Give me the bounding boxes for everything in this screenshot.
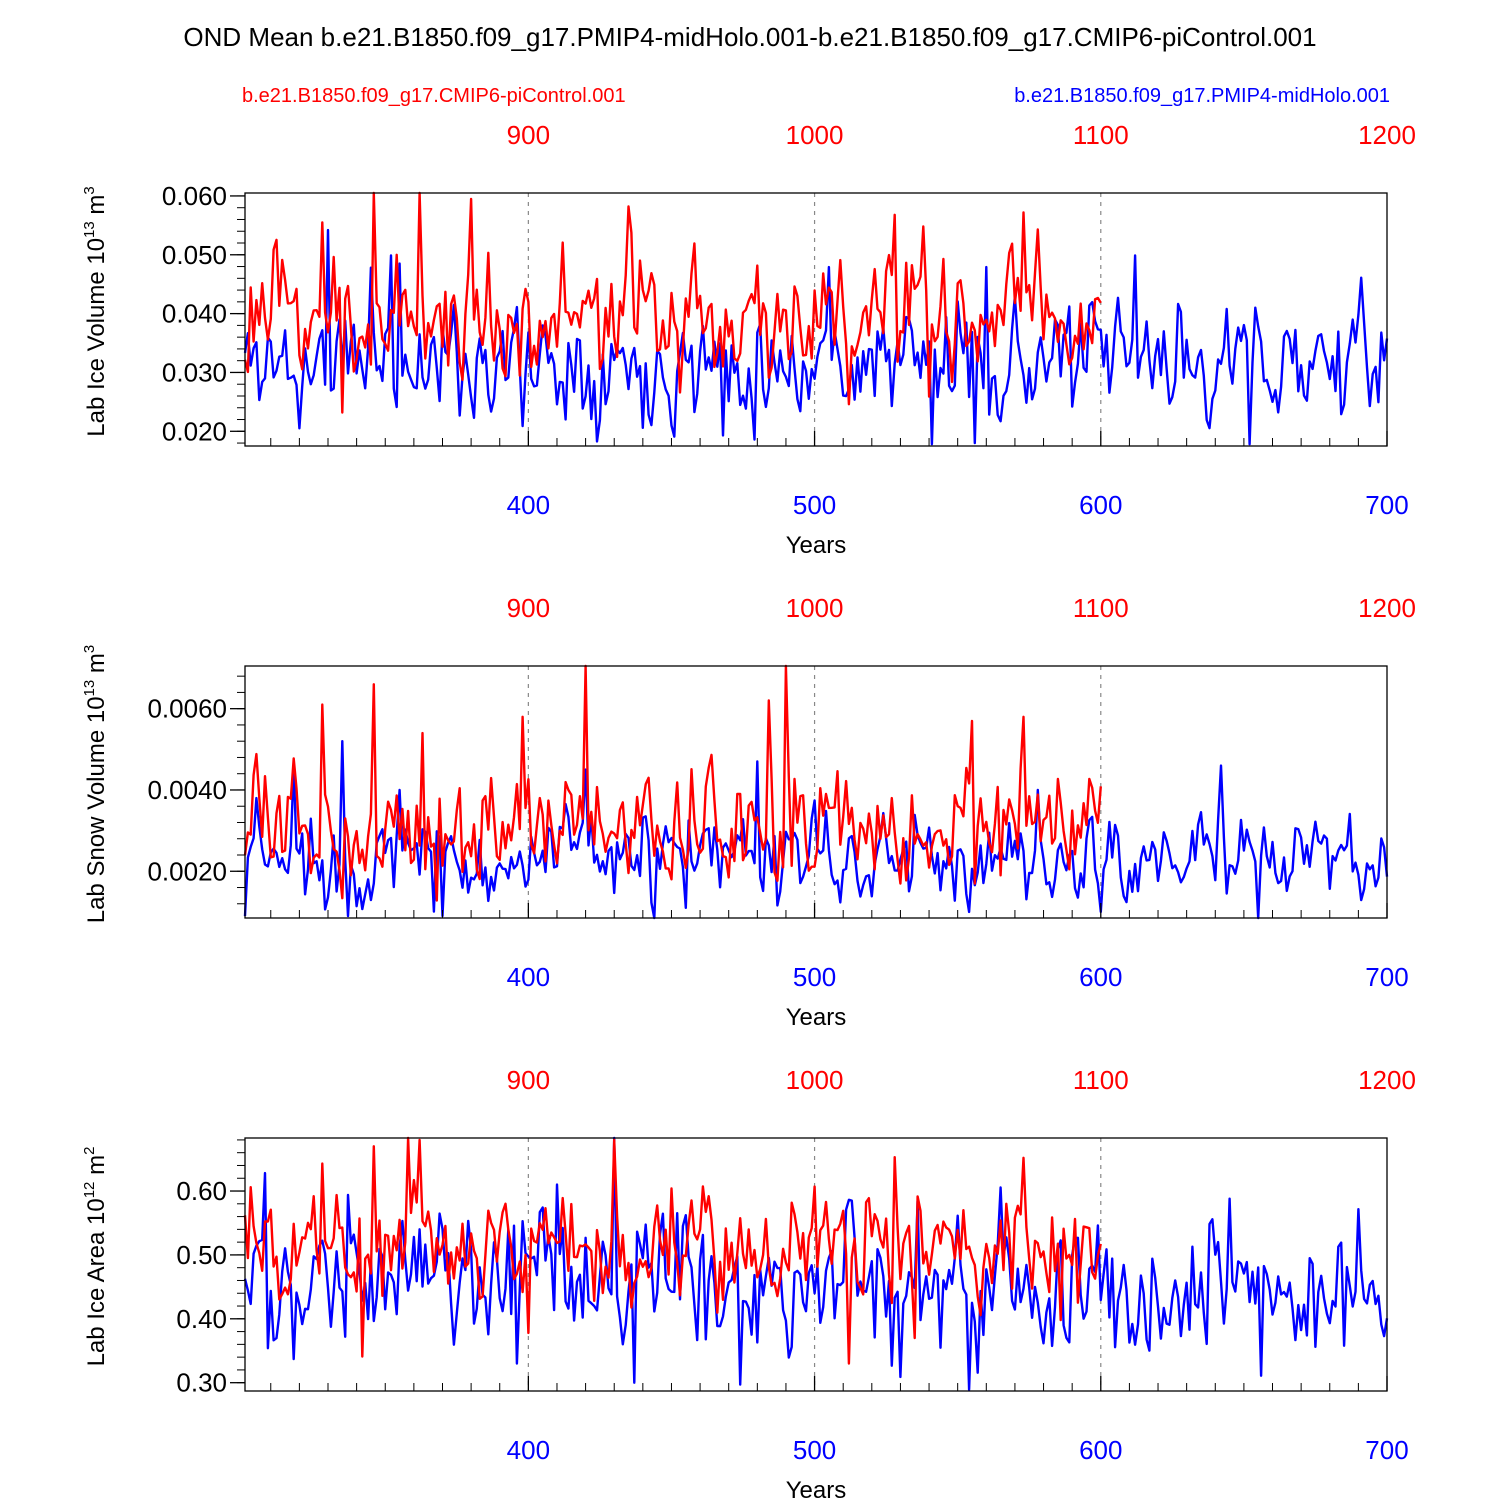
y-axis-label-part: m: [83, 653, 110, 680]
x-axis-label: Years: [786, 1477, 847, 1500]
y-axis-label-part: 12: [81, 1182, 98, 1199]
y-tick-label: 0.0060: [147, 694, 227, 724]
x-bottom-tick-label: 500: [793, 962, 836, 992]
y-axis-label-part: 13: [81, 221, 98, 238]
series-line-midholo: [243, 228, 1389, 446]
x-bottom-tick-label: 400: [507, 490, 550, 520]
y-tick-label: 0.020: [162, 416, 227, 446]
plot-frame: [244, 192, 1388, 447]
y-axis-label-part: Lab Ice Volume 10: [83, 238, 110, 437]
y-tick-label: 0.30: [176, 1368, 227, 1398]
y-tick-label: 0.0020: [147, 856, 227, 886]
y-axis-label-part: 3: [81, 645, 98, 653]
x-top-tick-label: 1200: [1358, 1065, 1416, 1095]
x-top-tick-label: 1100: [1073, 120, 1129, 150]
x-bottom-tick-label: 600: [1079, 1435, 1122, 1465]
figure-title: OND Mean b.e21.B1850.f09_g17.PMIP4-midHo…: [183, 22, 1316, 52]
x-bottom-tick-label: 600: [1079, 962, 1122, 992]
x-bottom-tick-label: 700: [1365, 490, 1408, 520]
plot-frame: [244, 1137, 1388, 1392]
y-tick-label: 0.0040: [147, 775, 227, 805]
series-line-picontrol: [243, 664, 1102, 902]
y-axis-label-part: 2: [81, 1147, 98, 1155]
x-top-tick-label: 1000: [786, 120, 844, 150]
y-tick-label: 0.60: [176, 1176, 227, 1206]
series-line-picontrol: [243, 191, 1102, 414]
y-tick-label: 0.060: [162, 181, 227, 211]
y-tick-label: 0.40: [176, 1304, 227, 1334]
x-top-tick-label: 1200: [1358, 593, 1416, 623]
x-bottom-tick-label: 600: [1079, 490, 1122, 520]
y-axis-label-part: m: [83, 1155, 110, 1182]
y-tick-label: 0.040: [162, 299, 227, 329]
x-bottom-tick-label: 700: [1365, 962, 1408, 992]
series-line-picontrol: [243, 1136, 1102, 1365]
panels: 0.020 0.030 0.040 0.050 0.060 400 500 600 700 900…: [81, 120, 1416, 1500]
x-bottom-tick-label: 500: [793, 490, 836, 520]
y-axis-label: Lab Snow Volume 1013 m3: [81, 645, 110, 924]
x-top-tick-label: 900: [507, 120, 550, 150]
x-top-tick-label: 1100: [1073, 593, 1129, 623]
x-axis-label: Years: [786, 1004, 847, 1031]
x-axis-label: Years: [786, 532, 847, 559]
y-axis-label-part: m: [83, 195, 110, 222]
y-tick-label: 0.050: [162, 240, 227, 270]
panel-2: 0.0020 0.0040 0.0060 400 500 600 700 900 1000 110…: [81, 593, 1416, 1031]
series-line-midholo: [243, 1136, 1389, 1391]
x-top-tick-label: 1200: [1358, 120, 1416, 150]
x-top-tick-label: 1000: [786, 1065, 844, 1095]
y-axis-label-part: Lab Snow Volume 10: [83, 696, 110, 923]
y-axis-label: Lab Ice Volume 1013 m3: [81, 186, 110, 437]
y-axis-label-part: 3: [81, 186, 98, 194]
y-axis-label-part: Lab Ice Area 10: [83, 1198, 110, 1366]
y-axis-label: Lab Ice Area 1012 m2: [81, 1147, 110, 1367]
plot-frame: [244, 665, 1388, 919]
legend-test-label: b.e21.B1850.f09_g17.PMIP4-midHolo.001: [1014, 85, 1390, 107]
x-bottom-tick-label: 700: [1365, 1435, 1408, 1465]
x-top-tick-label: 900: [507, 593, 550, 623]
y-tick-label: 0.030: [162, 357, 227, 387]
x-bottom-tick-label: 400: [507, 962, 550, 992]
x-top-tick-label: 1000: [786, 593, 844, 623]
x-bottom-tick-label: 500: [793, 1435, 836, 1465]
x-top-tick-label: 900: [507, 1065, 550, 1095]
panel-3: 0.30 0.40 0.50 0.60 400 500 600 700 900 1000 1100 1…: [81, 1065, 1416, 1500]
y-axis-label-part: 13: [81, 680, 98, 697]
x-top-tick-label: 1100: [1073, 1065, 1129, 1095]
y-tick-label: 0.50: [176, 1240, 227, 1270]
panel-1: 0.020 0.030 0.040 0.050 0.060 400 500 600 700 900…: [81, 120, 1416, 559]
legend-control-label: b.e21.B1850.f09_g17.CMIP6-piControl.001: [242, 85, 626, 107]
x-bottom-tick-label: 400: [507, 1435, 550, 1465]
